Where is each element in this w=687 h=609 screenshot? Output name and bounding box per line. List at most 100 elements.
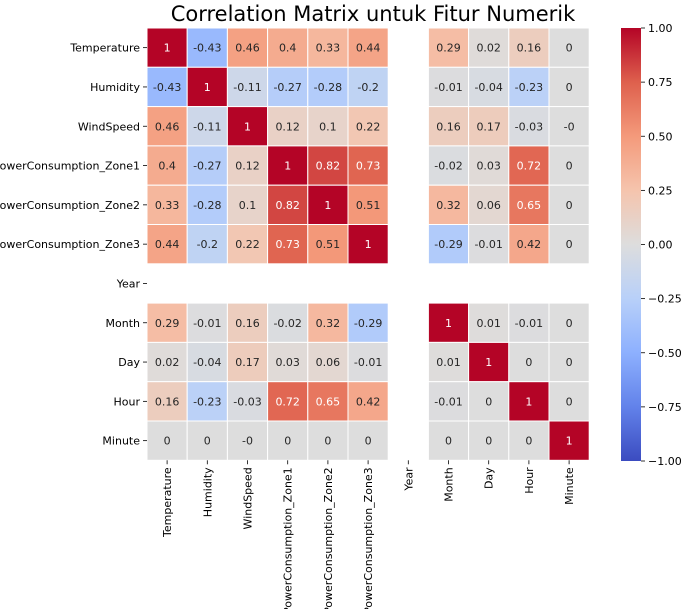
cell-value-label: 0 [284, 435, 291, 448]
x-tick-label: Month [443, 467, 456, 502]
x-tick-label: Hour [523, 467, 536, 494]
cell-value-label: 0.29 [436, 42, 461, 55]
heatmap-cell [468, 27, 510, 68]
cell-value-label: 1 [284, 160, 291, 173]
colorbar-tick-label: 1.00 [648, 22, 673, 35]
y-tick-label: PowerConsumption_Zone1 [0, 160, 140, 173]
heatmap-cell [146, 224, 188, 265]
x-tick-label: PowerConsumption_Zone3 [362, 467, 375, 609]
cell-value-label: 0 [324, 435, 331, 448]
x-tick-label: Year [402, 467, 415, 492]
cell-value-label: 1 [244, 120, 251, 133]
cell-value-label: 0 [566, 81, 573, 94]
cell-value-label: 0.12 [275, 120, 300, 133]
heatmap-cell [468, 145, 510, 186]
heatmap-cell [146, 184, 188, 225]
cell-value-label: 0.17 [476, 120, 501, 133]
colorbar-tick-label: 0.50 [648, 130, 673, 143]
cell-value-label: 0.1 [319, 120, 337, 133]
cell-value-label: 0.82 [316, 160, 341, 173]
cell-value-label: -0.01 [434, 395, 462, 408]
heatmap-cell [508, 184, 550, 225]
heatmap-cell [548, 27, 590, 68]
heatmap-cell [548, 106, 590, 147]
cell-value-label: 0.4 [279, 42, 297, 55]
cell-value-label: 0.16 [155, 395, 180, 408]
cell-value-label: 0.73 [275, 238, 300, 251]
cell-value-label: 0.72 [517, 160, 542, 173]
heatmap-cell [186, 224, 228, 265]
cell-value-label: 0 [365, 435, 372, 448]
cell-value-label: -0.29 [434, 238, 462, 251]
cell-value-label: 0.51 [316, 238, 341, 251]
cell-value-label: 0 [525, 356, 532, 369]
heatmap-cell [307, 381, 349, 422]
y-tick-label: Month [106, 317, 141, 330]
heatmap-cell [548, 420, 590, 461]
cell-value-label: 1 [164, 42, 171, 55]
heatmap-cell [186, 27, 228, 68]
cell-value-label: 0.1 [239, 199, 257, 212]
heatmap-cell [347, 381, 389, 422]
heatmap-cell [267, 184, 309, 225]
cell-value-label: 0 [525, 435, 532, 448]
heatmap-cell [508, 420, 550, 461]
y-axis: Temperature Humidity WindSpeed PowerConsump… [0, 42, 147, 448]
cell-value-label: 1 [204, 81, 211, 94]
y-tick-label: Hour [114, 395, 141, 408]
heatmap-cell [226, 184, 269, 225]
cell-value-label: 0.65 [517, 199, 542, 212]
heatmap-cell [548, 66, 590, 108]
heatmap-cell [226, 106, 269, 147]
cell-value-label: 0.4 [158, 160, 176, 173]
cell-value-label: -0 [242, 435, 253, 448]
heatmap-cell [267, 66, 309, 108]
cell-value-label: 0.33 [155, 199, 180, 212]
cell-value-label: 0.72 [275, 395, 300, 408]
heatmap-cell [267, 106, 309, 147]
cell-value-label: -0.29 [354, 317, 382, 330]
y-tick-label: WindSpeed [78, 120, 140, 133]
y-tick-label: PowerConsumption_Zone2 [0, 199, 140, 212]
heatmap-cell [186, 302, 228, 343]
cell-value-label: 0.03 [275, 356, 300, 369]
heatmap-cell [307, 66, 349, 108]
cell-value-label: -0.04 [474, 81, 502, 94]
heatmap-cell [186, 420, 228, 461]
x-tick-label: WindSpeed [242, 467, 255, 529]
heatmap-cell [226, 66, 269, 108]
cell-value-label: -0.01 [434, 81, 462, 94]
cell-value-label: -0.11 [193, 120, 221, 133]
heatmap-cell [226, 341, 269, 383]
heatmap-cell [146, 27, 188, 68]
y-tick-label: Humidity [90, 81, 140, 94]
cell-value-label: 0.16 [517, 42, 542, 55]
cell-value-label: -0.01 [193, 317, 221, 330]
heatmap-cell [307, 184, 349, 225]
colorbar-tick-label: 0.75 [648, 76, 673, 89]
heatmap-cell [508, 224, 550, 265]
heatmap-cell [347, 145, 389, 186]
cell-value-label: 1 [324, 199, 331, 212]
heatmap-cell [347, 341, 389, 383]
chart-title: Correlation Matrix untuk Fitur Numerik [170, 2, 576, 26]
cell-value-label: 0.01 [436, 356, 461, 369]
heatmap-cell [468, 184, 510, 225]
heatmap-cell [508, 341, 550, 383]
heatmap-cell [347, 106, 389, 147]
cell-value-label: 0 [204, 435, 211, 448]
cell-value-label: -0.02 [273, 317, 301, 330]
y-tick-label: Year [116, 277, 141, 290]
x-axis: Temperature Humidity WindSpeed PowerConsump… [161, 460, 576, 609]
cell-value-label: -0 [564, 120, 575, 133]
heatmap-cell [548, 341, 590, 383]
heatmap-cell [226, 420, 269, 461]
cell-value-label: 0.65 [316, 395, 341, 408]
cell-value-label: -0.04 [193, 356, 221, 369]
cell-value-label: -0.23 [515, 81, 543, 94]
heatmap-cell [146, 145, 188, 186]
cell-value-label: 0.03 [476, 160, 501, 173]
cell-value-label: 0.16 [235, 317, 260, 330]
cell-value-label: 0 [566, 317, 573, 330]
